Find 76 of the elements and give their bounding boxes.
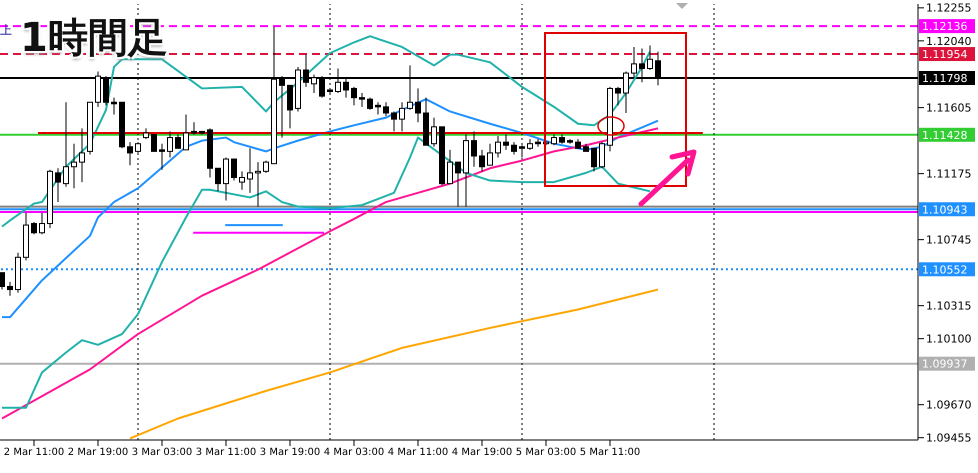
candlestick <box>479 149 485 172</box>
candlestick <box>367 97 373 110</box>
candlestick <box>71 143 77 189</box>
candlestick <box>39 212 45 235</box>
candlestick <box>559 134 565 144</box>
candlestick <box>551 134 557 146</box>
candlestick <box>447 149 453 184</box>
y-tick-label: 1.12040 <box>926 34 972 48</box>
candlestick <box>471 130 477 168</box>
candlestick <box>159 143 165 170</box>
candlestick <box>415 88 421 123</box>
ref-line-label: 1.09937 <box>922 358 968 371</box>
candlestick <box>503 134 509 150</box>
candlestick <box>239 170 245 190</box>
y-tick-label: 1.11605 <box>926 102 972 115</box>
annotation: 上 <box>0 22 12 39</box>
y-tick-label: 1.09670 <box>926 398 972 412</box>
x-tick-label: 3 Mar 03:00 <box>132 447 192 458</box>
candlestick <box>255 162 261 208</box>
x-tick-label: 3 Mar 11:00 <box>196 447 256 458</box>
x-tick-label: 5 Mar 03:00 <box>516 447 576 458</box>
candlestick <box>63 102 69 188</box>
ref-line-label: 1.11954 <box>922 48 968 62</box>
candlestick <box>79 128 85 183</box>
candlestick <box>247 148 253 194</box>
x-tick-label: 4 Mar 03:00 <box>324 447 384 458</box>
candlestick <box>487 143 493 166</box>
y-tick-label: 1.10745 <box>926 234 972 247</box>
candlestick <box>0 272 5 290</box>
candlestick <box>591 148 597 172</box>
ref-line-label: 1.12136 <box>922 20 968 34</box>
x-tick-label: 3 Mar 19:00 <box>260 447 320 458</box>
candlestick <box>55 168 61 203</box>
candlestick <box>391 110 397 132</box>
candlestick <box>151 134 157 152</box>
candlestick <box>647 44 653 71</box>
y-tick-label: 1.11175 <box>926 168 972 181</box>
candlestick <box>455 162 461 208</box>
candlestick <box>495 136 501 158</box>
x-tick-label: 2 Mar 11:00 <box>4 447 64 458</box>
candlestick <box>375 102 381 116</box>
x-tick-label: 4 Mar 11:00 <box>388 447 448 458</box>
ref-line-label: 1.10552 <box>922 263 968 276</box>
candlestick <box>191 122 197 135</box>
candlestick <box>31 222 37 235</box>
candlestick <box>399 102 405 132</box>
candlestick <box>127 142 133 166</box>
candlestick <box>575 138 581 149</box>
candlestick <box>431 117 437 148</box>
candlestick <box>175 134 181 149</box>
y-tick-label: 1.12255 <box>926 2 972 15</box>
candlestick <box>111 97 117 116</box>
candlestick <box>599 142 605 169</box>
chart-title: 1時間足 <box>20 14 168 63</box>
ref-line-label: 1.11798 <box>922 72 968 85</box>
candlestick <box>615 86 621 106</box>
candlestick <box>351 86 357 106</box>
candlestick <box>527 138 533 150</box>
candlestick <box>167 130 173 158</box>
y-tick-label: 1.10315 <box>926 300 972 313</box>
candlestick <box>263 160 269 174</box>
candlestick <box>7 281 13 296</box>
x-tick-label: 2 Mar 19:00 <box>68 447 128 458</box>
candlestick <box>215 168 221 192</box>
ref-line-label: 1.11428 <box>922 128 968 142</box>
candlestick <box>143 128 149 140</box>
y-tick-label: 1.10100 <box>926 332 972 346</box>
y-tick-label: 1.09455 <box>926 432 972 445</box>
candlestick <box>231 158 237 182</box>
candlestick <box>183 114 189 150</box>
x-tick-label: 4 Mar 19:00 <box>452 447 512 458</box>
candlestick <box>383 102 389 117</box>
ref-line-label: 1.10943 <box>922 203 968 216</box>
x-tick-label: 5 Mar 11:00 <box>580 447 640 458</box>
candlestick <box>359 92 365 108</box>
candlestick <box>511 142 517 155</box>
